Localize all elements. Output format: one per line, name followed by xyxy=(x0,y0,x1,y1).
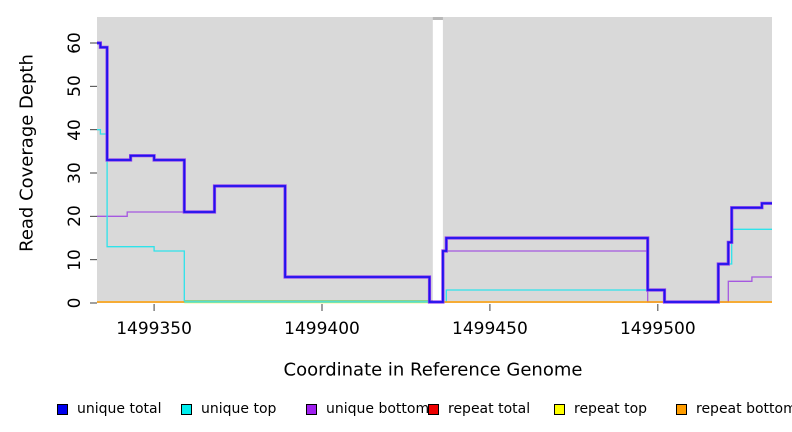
unique-total-line xyxy=(97,42,772,303)
y-axis-title: Read Coverage Depth xyxy=(16,54,38,252)
legend-swatch-unique-bottom xyxy=(306,403,317,415)
legend-label: unique top xyxy=(201,401,277,417)
x-tick-label: 1499450 xyxy=(452,319,528,339)
legend-swatch-unique-top xyxy=(181,403,192,415)
legend-swatch-unique-total xyxy=(57,403,68,415)
legend-label: unique total xyxy=(77,401,162,417)
legend-swatch-repeat-total xyxy=(428,403,439,415)
gap-band-cap xyxy=(432,17,443,20)
legend-label: repeat top xyxy=(574,401,648,417)
x-tick-label: 1499500 xyxy=(619,319,696,339)
x-axis-title: Coordinate in Reference Genome xyxy=(283,359,583,381)
x-tick-label: 1499350 xyxy=(116,319,192,339)
y-tick-label: 30 xyxy=(65,162,85,184)
legend-swatch-repeat-top xyxy=(554,403,565,415)
legend-label: unique bottom xyxy=(326,401,430,417)
legend-item-unique-bottom: unique bottom xyxy=(306,401,430,417)
y-tick-label: 10 xyxy=(65,248,85,271)
gap-band xyxy=(432,20,443,303)
legend-label: repeat bottom xyxy=(696,401,792,417)
legend-item-repeat-total: repeat total xyxy=(428,401,531,417)
legend-item-repeat-bottom: repeat bottom xyxy=(676,401,792,417)
y-tick-label: 50 xyxy=(65,75,85,98)
y-tick-label: 60 xyxy=(65,32,85,54)
y-tick-label: 0 xyxy=(65,297,85,309)
legend-item-repeat-top: repeat top xyxy=(554,401,648,417)
legend-label: repeat total xyxy=(448,401,531,417)
legend-item-unique-total: unique total xyxy=(57,401,162,417)
legend-swatch-repeat-bottom xyxy=(676,403,687,415)
y-tick-label: 40 xyxy=(65,118,85,141)
legend-item-unique-top: unique top xyxy=(181,401,277,417)
y-tick-label: 20 xyxy=(65,205,85,228)
x-tick-label: 1499400 xyxy=(284,319,360,339)
